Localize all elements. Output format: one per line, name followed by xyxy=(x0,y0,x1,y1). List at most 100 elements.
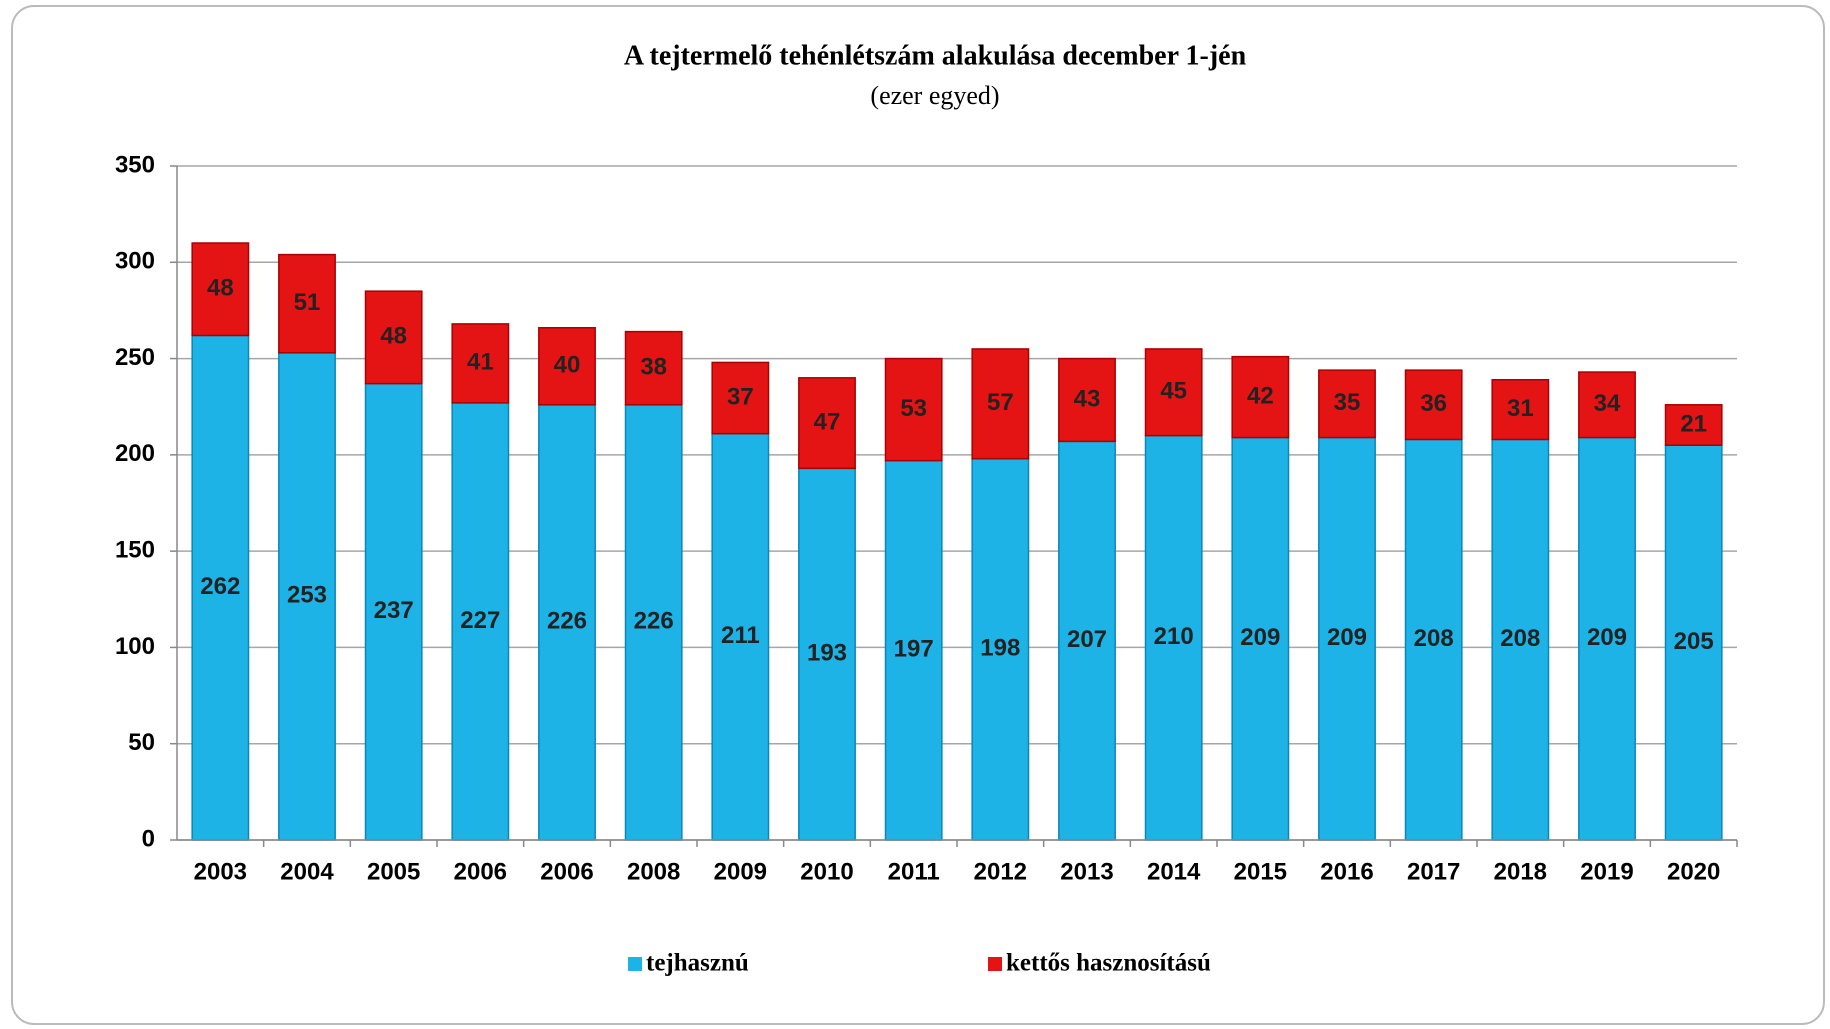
data-label: 31 xyxy=(1507,395,1534,422)
data-label: 237 xyxy=(374,597,414,624)
bar-segment xyxy=(624,330,683,406)
data-label: 37 xyxy=(727,383,754,410)
data-label: 21 xyxy=(1680,410,1707,437)
data-label: 227 xyxy=(460,607,500,634)
data-label: 210 xyxy=(1154,623,1194,650)
data-label: 198 xyxy=(980,635,1020,662)
bar-segment xyxy=(451,323,510,404)
bar-segment xyxy=(278,352,336,841)
x-tick-label: 2004 xyxy=(280,858,334,885)
legend-marker xyxy=(628,957,642,971)
data-label: 40 xyxy=(554,352,581,379)
bar-segment xyxy=(1491,379,1550,441)
bar-segment xyxy=(191,242,250,337)
y-tick-label: 250 xyxy=(115,344,155,371)
x-tick-label: 2017 xyxy=(1407,858,1460,885)
data-label: 197 xyxy=(894,636,934,663)
data-label: 57 xyxy=(987,389,1014,416)
x-tick-label: 2010 xyxy=(800,858,853,885)
data-label: 42 xyxy=(1247,382,1274,409)
bar-segment xyxy=(1318,369,1376,439)
bar-segment xyxy=(971,348,1030,460)
chart-title: A tejtermelő tehénlétszám alakulása dece… xyxy=(624,40,1247,71)
bar-segment xyxy=(1144,348,1203,437)
legend-label: kettős hasznosítású xyxy=(1006,950,1211,977)
bar-segment xyxy=(1058,357,1116,443)
x-tick-label: 2006 xyxy=(540,858,593,885)
y-tick-label: 0 xyxy=(142,825,155,852)
y-tick-label: 100 xyxy=(115,633,155,660)
data-label: 209 xyxy=(1240,624,1280,651)
bar-segment xyxy=(1404,369,1463,441)
data-label: 48 xyxy=(207,275,234,302)
bar-segment xyxy=(1664,404,1723,446)
data-label: 193 xyxy=(807,640,847,667)
data-label: 43 xyxy=(1074,385,1101,412)
legend-marker xyxy=(988,957,1002,971)
bar-segment xyxy=(538,404,596,841)
bar-segment xyxy=(1318,436,1376,841)
bar-segment xyxy=(624,404,683,841)
data-label: 41 xyxy=(467,349,494,376)
data-label: 209 xyxy=(1587,624,1627,651)
x-tick-label: 2015 xyxy=(1234,858,1287,885)
x-tick-label: 2005 xyxy=(367,858,420,885)
x-tick-label: 2019 xyxy=(1580,858,1633,885)
y-tick-label: 150 xyxy=(115,536,155,563)
bar-segment xyxy=(798,377,856,470)
data-label: 51 xyxy=(294,289,321,316)
bar-segment xyxy=(451,402,510,841)
data-label: 208 xyxy=(1500,625,1540,652)
data-label: 226 xyxy=(547,608,587,635)
x-tick-label: 2006 xyxy=(454,858,507,885)
bar-segment xyxy=(1578,436,1636,841)
x-tick-label: 2011 xyxy=(888,858,940,885)
bar-segment xyxy=(1578,371,1636,439)
bar-segment xyxy=(1664,444,1723,841)
data-label: 45 xyxy=(1160,378,1187,405)
bar-segment xyxy=(1058,440,1116,841)
bar-segment xyxy=(1231,355,1290,439)
data-label: 253 xyxy=(287,582,327,609)
data-label: 211 xyxy=(721,622,760,649)
bar-segment xyxy=(711,361,770,435)
bar-segment xyxy=(1404,438,1463,841)
bar-segment xyxy=(364,382,423,841)
bar-segment xyxy=(711,432,770,841)
bar-segment xyxy=(278,253,336,354)
x-tick-label: 2012 xyxy=(974,858,1027,885)
y-tick-label: 50 xyxy=(128,729,155,756)
data-label: 208 xyxy=(1414,625,1454,652)
bar-segment xyxy=(971,457,1030,841)
data-label: 38 xyxy=(640,354,667,381)
bar-segment xyxy=(884,459,943,841)
x-tick-label: 2020 xyxy=(1667,858,1720,885)
bar-segment xyxy=(884,357,943,462)
y-tick-label: 200 xyxy=(115,440,155,467)
y-tick-label: 350 xyxy=(115,151,155,178)
data-label: 36 xyxy=(1420,390,1447,417)
x-tick-label: 2014 xyxy=(1147,858,1201,885)
data-label: 47 xyxy=(814,408,841,435)
data-label: 48 xyxy=(380,323,407,350)
data-label: 209 xyxy=(1327,624,1367,651)
chart-subtitle: (ezer egyed) xyxy=(870,81,999,110)
x-tick-label: 2009 xyxy=(714,858,767,885)
data-label: 205 xyxy=(1674,628,1714,655)
data-label: 53 xyxy=(900,395,927,422)
x-tick-label: 2013 xyxy=(1060,858,1113,885)
x-tick-label: 2003 xyxy=(194,858,247,885)
data-label: 34 xyxy=(1594,390,1621,417)
bar-segment xyxy=(538,327,596,406)
bar-segment xyxy=(1491,438,1550,841)
legend-label: tejhasznú xyxy=(646,950,749,977)
y-tick-label: 300 xyxy=(115,248,155,275)
bar-segment xyxy=(364,290,423,385)
data-label: 226 xyxy=(634,608,674,635)
bar-segment xyxy=(798,467,856,841)
x-tick-label: 2016 xyxy=(1320,858,1373,885)
data-label: 262 xyxy=(200,573,240,600)
data-label: 207 xyxy=(1067,626,1107,653)
x-tick-label: 2008 xyxy=(627,858,680,885)
